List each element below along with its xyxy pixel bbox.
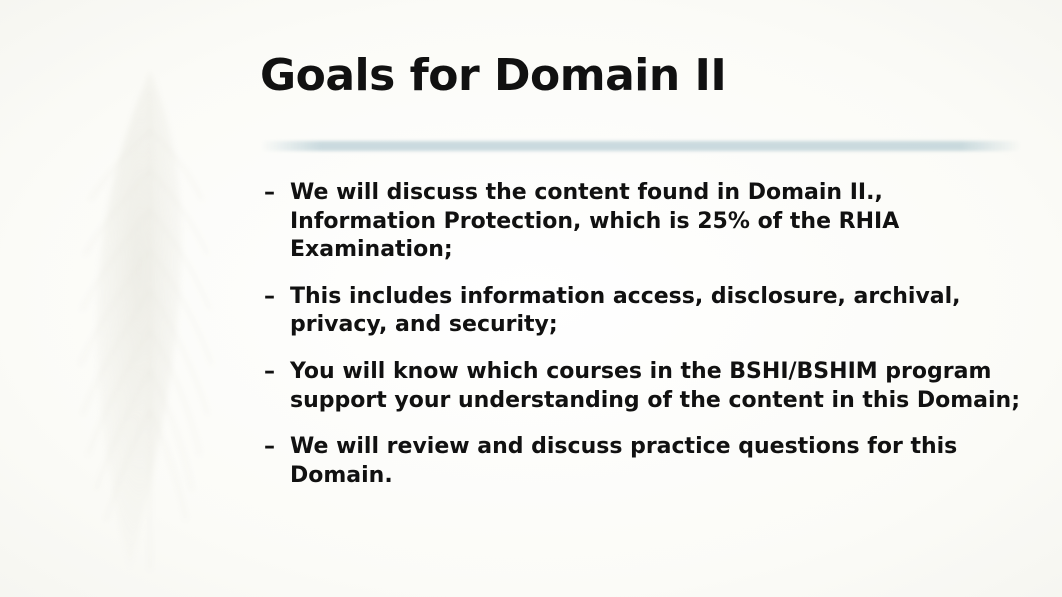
bullet-item: You will know which courses in the BSHI/… xyxy=(260,358,1022,433)
bullet-item: We will discuss the content found in Dom… xyxy=(260,179,1022,283)
bullet-item: This includes information access, disclo… xyxy=(260,283,1022,358)
bullet-item: We will review and discuss practice ques… xyxy=(260,433,1022,508)
title-divider xyxy=(260,141,1022,151)
slide: Goals for Domain II We will discuss the … xyxy=(0,0,1062,597)
feather-decoration xyxy=(40,70,260,590)
slide-title: Goals for Domain II xyxy=(260,50,1022,101)
slide-content: Goals for Domain II We will discuss the … xyxy=(260,50,1022,508)
bullet-list: We will discuss the content found in Dom… xyxy=(260,179,1022,508)
